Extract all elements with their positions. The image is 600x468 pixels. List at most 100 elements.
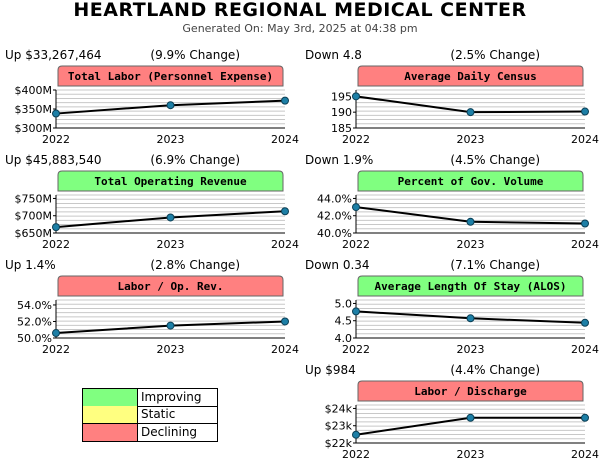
- chart-title: Labor / Op. Rev.: [118, 280, 224, 293]
- y-tick-label: $350M: [15, 103, 53, 116]
- chart-title-tab: [57, 170, 284, 192]
- y-tick-label: 42.0%: [317, 210, 352, 223]
- chart-title-tab: [357, 380, 584, 402]
- chart-panel-average-daily-census: Down 4.8 (2.5% Change) 185 190 195 2022 2023…: [300, 48, 599, 153]
- x-tick-label: 2023: [157, 133, 185, 146]
- change-percent: (6.9% Change): [150, 153, 240, 167]
- change-percent: (7.1% Change): [450, 258, 540, 272]
- data-point: [466, 217, 475, 226]
- chart-panel-total-operating-revenue: Up $45,883,540 (6.9% Change) $650M $700M $…: [0, 153, 299, 258]
- data-point: [466, 413, 475, 422]
- x-tick-label: 2022: [42, 133, 70, 146]
- data-point: [281, 317, 289, 326]
- x-tick-label: 2023: [457, 343, 485, 356]
- data-point: [581, 413, 589, 422]
- status-legend: Improving Static Declining: [82, 388, 218, 442]
- y-tick-label: 190: [331, 106, 352, 119]
- line-chart: $300M $350M $400M 2022 2023 2024 Total Labor (…: [15, 65, 299, 146]
- x-tick-label: 2023: [457, 238, 485, 251]
- data-point: [352, 92, 360, 101]
- generated-timestamp: Generated On: May 3rd, 2025 at 04:38 pm: [182, 22, 418, 35]
- y-tick-label: 4.5: [335, 315, 353, 328]
- data-point: [166, 101, 175, 110]
- y-tick-label: 40.0%: [317, 227, 352, 240]
- y-tick-label: 50.0%: [17, 332, 52, 345]
- data-point: [52, 329, 60, 338]
- data-point: [581, 219, 589, 228]
- x-tick-label: 2024: [571, 133, 599, 146]
- x-tick-label: 2024: [571, 448, 599, 461]
- data-point: [581, 318, 589, 327]
- change-summary: Down 1.9%: [305, 153, 374, 167]
- legend-swatch-declining: [83, 424, 138, 441]
- data-point: [52, 223, 60, 232]
- line-chart: 40.0% 42.0% 44.0% 2022 2023 2024 Percent of Go…: [317, 170, 599, 251]
- chart-panel-total-labor: Up $33,267,464 (9.9% Change) $300M $350M $…: [0, 48, 299, 153]
- legend-swatch-static: [83, 406, 138, 423]
- x-tick-label: 2024: [271, 238, 299, 251]
- data-point: [352, 307, 360, 316]
- change-summary: Down 4.8: [305, 48, 362, 62]
- legend-label: Improving: [141, 390, 202, 404]
- line-chart: $22k $23k $24k 2022 2023 2024 Labor / Discharg…: [325, 380, 599, 461]
- chart-title: Percent of Gov. Volume: [398, 175, 544, 188]
- chart-title-tab: [357, 170, 584, 192]
- x-tick-label: 2022: [42, 238, 70, 251]
- data-point: [166, 213, 175, 222]
- line-chart: 185 190 195 2022 2023 2024 Average Daily Censu…: [331, 65, 599, 146]
- x-tick-label: 2022: [342, 133, 370, 146]
- data-point: [52, 109, 60, 118]
- y-tick-label: 44.0%: [317, 192, 352, 205]
- y-tick-label: 185: [331, 122, 352, 135]
- x-tick-label: 2024: [271, 343, 299, 356]
- chart-title: Average Daily Census: [404, 70, 536, 83]
- x-tick-label: 2024: [271, 133, 299, 146]
- chart-panel-percent-gov-volume: Down 1.9% (4.5% Change) 40.0% 42.0% 44.0% 2…: [300, 153, 599, 258]
- change-percent: (9.9% Change): [150, 48, 240, 62]
- x-tick-label: 2023: [457, 133, 485, 146]
- change-percent: (4.4% Change): [450, 363, 540, 377]
- chart-title-tab: [357, 65, 584, 87]
- legend-item-improving: Improving: [83, 389, 217, 407]
- chart-title-tab: [57, 65, 284, 87]
- y-tick-label: $650M: [15, 227, 53, 240]
- y-tick-label: 4.0: [335, 332, 353, 345]
- chart-title: Total Labor (Personnel Expense): [68, 70, 273, 83]
- x-tick-label: 2023: [457, 448, 485, 461]
- chart-title-tab: [57, 275, 284, 297]
- change-percent: (4.5% Change): [450, 153, 540, 167]
- y-tick-label: $300M: [15, 122, 53, 135]
- data-point: [352, 430, 360, 439]
- change-summary: Up $33,267,464: [5, 48, 102, 62]
- y-tick-label: $22k: [325, 437, 353, 450]
- y-tick-label: $400M: [15, 84, 53, 97]
- report-title: HEARTLAND REGIONAL MEDICAL CENTER: [73, 0, 527, 21]
- y-tick-label: 5.0: [335, 297, 353, 310]
- data-point: [466, 108, 475, 117]
- y-tick-label: $24k: [325, 402, 353, 415]
- x-tick-label: 2024: [571, 343, 599, 356]
- legend-label: Static: [141, 407, 176, 421]
- legend-swatch-improving: [83, 389, 138, 406]
- y-tick-label: 54.0%: [17, 299, 52, 312]
- change-summary: Down 0.34: [305, 258, 370, 272]
- y-tick-label: $23k: [325, 420, 353, 433]
- legend-item-declining: Declining: [83, 424, 217, 441]
- x-tick-label: 2023: [157, 238, 185, 251]
- chart-title: Average Length Of Stay (ALOS): [374, 280, 566, 293]
- y-tick-label: $700M: [15, 210, 53, 223]
- data-point: [352, 203, 360, 212]
- y-tick-label: 195: [331, 90, 352, 103]
- legend-item-static: Static: [83, 406, 217, 424]
- chart-title-tab: [357, 275, 584, 297]
- x-tick-label: 2023: [157, 343, 185, 356]
- change-summary: Up 1.4%: [5, 258, 56, 272]
- chart-title: Labor / Discharge: [414, 385, 527, 398]
- y-tick-label: 52.0%: [17, 315, 52, 328]
- line-chart: 4.0 4.5 5.0 2022 2023 2024 Average Length Of S…: [335, 275, 599, 356]
- legend-label: Declining: [141, 425, 198, 439]
- x-tick-label: 2022: [342, 343, 370, 356]
- data-point: [281, 96, 289, 105]
- data-point: [166, 321, 175, 330]
- chart-title: Total Operating Revenue: [94, 175, 247, 188]
